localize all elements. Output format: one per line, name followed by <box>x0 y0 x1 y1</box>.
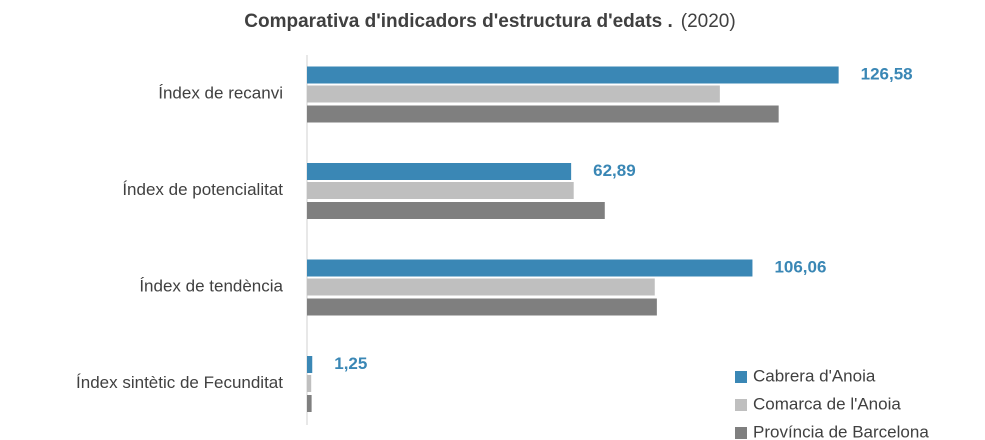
bar <box>307 298 657 316</box>
data-label: 106,06 <box>774 257 826 276</box>
category-label: Índex de recanvi <box>158 83 283 102</box>
bar <box>307 259 753 277</box>
data-label: 1,25 <box>334 354 367 373</box>
bar <box>307 66 839 84</box>
legend-label: Província de Barcelona <box>753 422 929 440</box>
chart-title-group: Comparativa d'indicadors d'estructura d'… <box>244 11 735 32</box>
chart-title: Comparativa d'indicadors d'estructura d'… <box>244 11 673 32</box>
bar <box>307 182 574 199</box>
legend-swatch <box>735 427 747 439</box>
bar <box>307 356 313 373</box>
category-label: Índex de tendència <box>139 276 283 295</box>
bar <box>307 163 572 180</box>
legend-label: Comarca de l'Anoia <box>753 394 901 413</box>
bar <box>307 202 605 219</box>
category-label: Índex sintètic de Fecunditat <box>76 373 283 392</box>
bar <box>307 278 655 296</box>
bar <box>307 395 312 412</box>
chart-subtitle: (2020) <box>681 11 736 32</box>
bar <box>307 85 720 103</box>
legend-label: Cabrera d'Anoia <box>753 366 876 385</box>
bar <box>307 375 312 392</box>
data-label: 62,89 <box>593 161 636 180</box>
category-label: Índex de potencialitat <box>122 180 283 199</box>
data-label: 126,58 <box>861 64 913 83</box>
legend-swatch <box>735 371 747 383</box>
legend-swatch <box>735 399 747 411</box>
bar <box>307 105 779 123</box>
